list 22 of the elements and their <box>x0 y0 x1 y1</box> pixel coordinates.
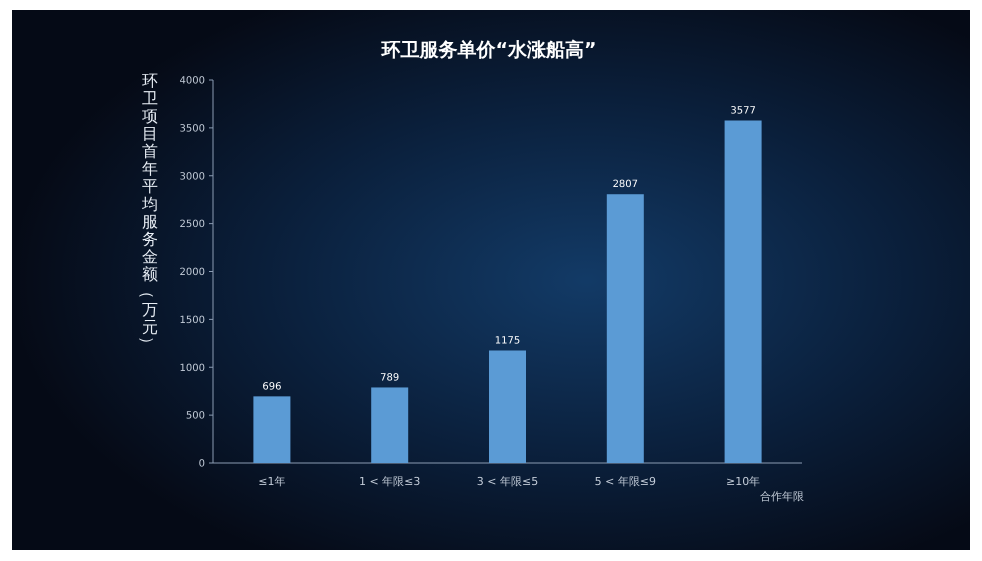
y-tick-label: 3500 <box>180 123 205 134</box>
y-tick-label: 2000 <box>180 267 205 278</box>
x-tick-label: ≥10年 <box>726 475 760 488</box>
title: 环卫服务单价“水涨船高” <box>382 39 596 61</box>
x-tick-label: ≤1年 <box>258 475 286 488</box>
y-tick-label: 1000 <box>180 362 205 374</box>
x-tick-label: 3 < 年限≤5 <box>476 475 538 488</box>
y-tick-label: 2500 <box>180 219 205 230</box>
y-tick-label: 500 <box>186 410 205 422</box>
data-label: 3577 <box>730 106 756 116</box>
x-tick-label: 5 < 年限≤9 <box>594 475 656 488</box>
data-label: 2807 <box>612 179 638 190</box>
x-axis-title: 合作年限 <box>760 490 804 503</box>
data-label: 696 <box>262 381 282 392</box>
y-tick-label: 0 <box>198 458 205 470</box>
data-label: 1175 <box>494 336 520 346</box>
y-tick-label: 4000 <box>180 76 205 86</box>
data-label: 789 <box>380 372 400 384</box>
y-tick-label: 1500 <box>180 314 205 326</box>
y-axis-title: 环卫项目首年平均服务金额（万元） <box>138 71 158 352</box>
x-tick-label: 1 < 年限≤3 <box>358 475 420 488</box>
y-tick-label: 3000 <box>180 171 205 182</box>
